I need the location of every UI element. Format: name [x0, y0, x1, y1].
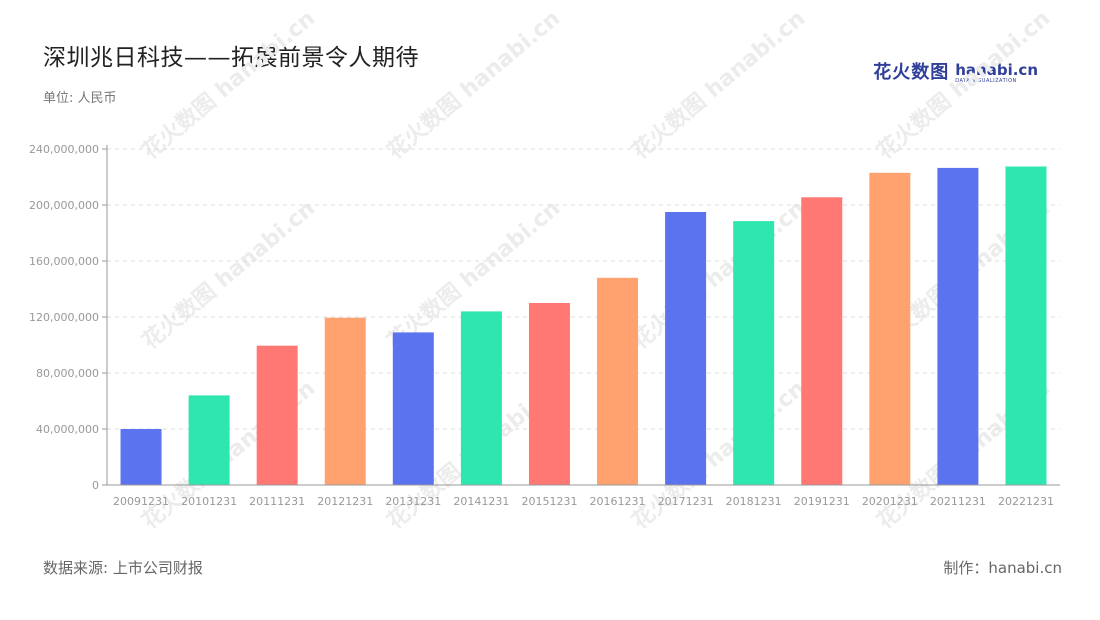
logo-en-block: hanabi.cn DATA VISUALIZATION — [955, 63, 1038, 84]
y-tick-label: 200,000,000 — [29, 199, 99, 212]
bar-20091231 — [120, 429, 162, 485]
logo-cn-text: 花火数图 — [873, 62, 950, 83]
watermark: 花火数图 hanabi.cn — [137, 5, 320, 164]
unit-label: 单位: 人民币 — [43, 91, 117, 106]
x-tick-label: 20111231 — [249, 495, 305, 508]
watermark: 花火数图 hanabi.cn — [627, 5, 810, 164]
y-tick-label: 240,000,000 — [29, 143, 99, 156]
y-tick-label: 40,000,000 — [36, 423, 99, 436]
data-source: 数据来源: 上市公司财报 — [43, 559, 203, 577]
bar-20161231 — [597, 277, 639, 485]
y-axis-ticks: 0 40,000,000 80,000,000 120,000,000 160,000,… — [29, 143, 107, 492]
watermark: 花火数图 hanabi.cn — [382, 5, 565, 164]
bar-20151231 — [528, 303, 570, 485]
x-tick-label: 20211231 — [930, 495, 986, 508]
x-tick-label: 20161231 — [590, 495, 646, 508]
logo-sub-text: DATA VISUALIZATION — [955, 78, 1017, 84]
chart-title: 深圳兆日科技——拓展前景令人期待 — [43, 45, 419, 71]
x-tick-label: 20141231 — [453, 495, 509, 508]
bar-20101231 — [188, 395, 230, 485]
bar-20111231 — [256, 345, 298, 485]
bar-20141231 — [460, 311, 502, 485]
logo-en-text: hanabi.cn — [955, 61, 1038, 79]
watermark: 花火数图 hanabi.cn — [872, 5, 1055, 164]
x-tick-label: 20201231 — [862, 495, 918, 508]
watermark: 花火数图 hanabi.cn — [627, 195, 810, 354]
watermark: 花火数图 hanabi.cn — [137, 195, 320, 354]
x-tick-label: 20091231 — [113, 495, 169, 508]
x-tick-label: 20171231 — [658, 495, 714, 508]
x-tick-label: 20101231 — [181, 495, 237, 508]
credit-text: 制作：hanabi.cn — [943, 559, 1062, 577]
x-axis-ticks: 20091231 20101231 20111231 20121231 20131231… — [113, 495, 1054, 508]
bar-20221231 — [1005, 166, 1047, 485]
y-tick-label: 0 — [92, 479, 99, 492]
y-tick-label: 80,000,000 — [36, 367, 99, 380]
x-tick-label: 20131231 — [385, 495, 441, 508]
bar-20171231 — [665, 212, 707, 485]
bar-20121231 — [324, 317, 366, 485]
y-tick-label: 120,000,000 — [29, 311, 99, 324]
watermark: 花火数图 hanabi.cn — [627, 375, 810, 534]
brand-logo: 花火数图 hanabi.cn DATA VISUALIZATION — [873, 58, 1038, 84]
bar-20131231 — [392, 332, 434, 485]
bar-20191231 — [801, 197, 843, 486]
bar-20211231 — [937, 167, 979, 485]
bar-20201231 — [869, 172, 911, 486]
x-tick-label: 20191231 — [794, 495, 850, 508]
bar-20181231 — [733, 221, 775, 485]
bars — [120, 166, 1047, 486]
x-tick-label: 20121231 — [317, 495, 373, 508]
x-tick-label: 20181231 — [726, 495, 782, 508]
y-tick-label: 160,000,000 — [29, 255, 99, 268]
x-tick-label: 20221231 — [998, 495, 1054, 508]
grid-lines — [107, 148, 1060, 430]
x-tick-label: 20151231 — [521, 495, 577, 508]
